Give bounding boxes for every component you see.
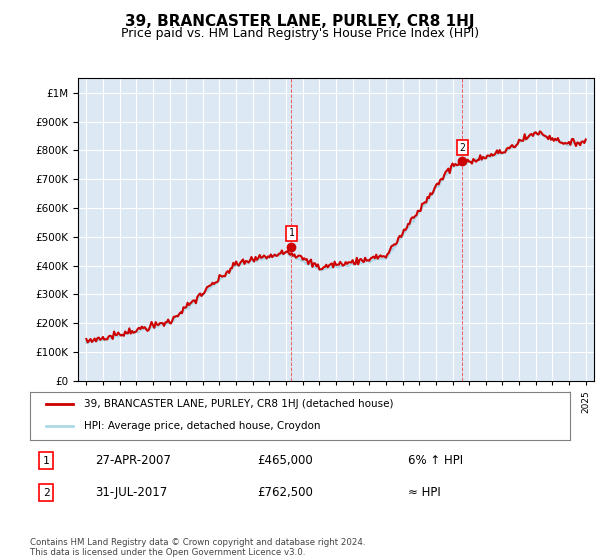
Text: Contains HM Land Registry data © Crown copyright and database right 2024.
This d: Contains HM Land Registry data © Crown c… (30, 538, 365, 557)
Text: ≈ HPI: ≈ HPI (408, 486, 441, 500)
Text: 2: 2 (459, 143, 465, 152)
Text: 1: 1 (43, 456, 50, 465)
Text: 1: 1 (289, 228, 295, 238)
Text: 39, BRANCASTER LANE, PURLEY, CR8 1HJ: 39, BRANCASTER LANE, PURLEY, CR8 1HJ (125, 14, 475, 29)
Text: 2: 2 (43, 488, 50, 498)
Text: 39, BRANCASTER LANE, PURLEY, CR8 1HJ (detached house): 39, BRANCASTER LANE, PURLEY, CR8 1HJ (de… (84, 399, 394, 409)
Text: £465,000: £465,000 (257, 454, 313, 467)
Text: HPI: Average price, detached house, Croydon: HPI: Average price, detached house, Croy… (84, 421, 320, 431)
Text: 6% ↑ HPI: 6% ↑ HPI (408, 454, 463, 467)
Text: 27-APR-2007: 27-APR-2007 (95, 454, 170, 467)
Text: £762,500: £762,500 (257, 486, 313, 500)
Text: 31-JUL-2017: 31-JUL-2017 (95, 486, 167, 500)
Text: Price paid vs. HM Land Registry's House Price Index (HPI): Price paid vs. HM Land Registry's House … (121, 27, 479, 40)
